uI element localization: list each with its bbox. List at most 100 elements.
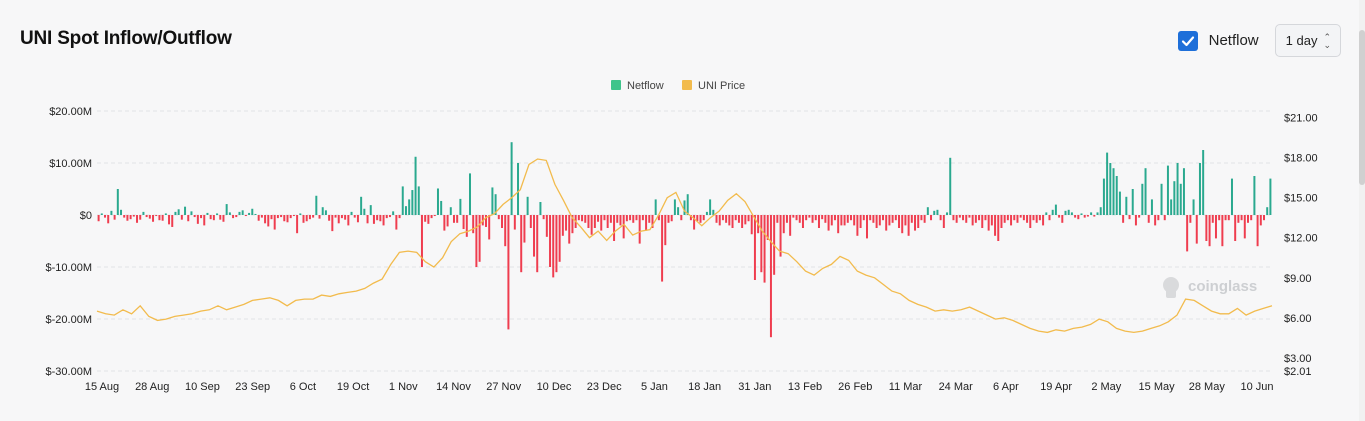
netflow-bar: [949, 157, 952, 215]
netflow-bar: [910, 215, 913, 223]
netflow-bar: [411, 190, 414, 215]
netflow-checkbox[interactable]: [1177, 30, 1198, 51]
x-tick-label: 13 Feb: [788, 381, 822, 393]
netflow-bar: [696, 215, 699, 222]
netflow-bar: [408, 199, 411, 215]
netflow-bar: [142, 211, 145, 215]
netflow-bar: [232, 215, 235, 219]
netflow-bar: [939, 215, 942, 221]
netflow-bar: [366, 215, 369, 224]
netflow-bar: [737, 215, 740, 223]
interval-select[interactable]: 1 day ⌃ ⌄: [1274, 24, 1341, 57]
netflow-bar: [132, 215, 135, 217]
netflow-bar: [1122, 215, 1125, 223]
netflow-bar: [196, 215, 199, 224]
netflow-bar: [1010, 215, 1013, 226]
y-right-tick-label: $18.00: [1284, 153, 1318, 165]
netflow-bar: [561, 215, 564, 236]
netflow-bar: [1006, 215, 1009, 221]
netflow-bar: [529, 215, 532, 228]
netflow-bar: [273, 215, 276, 230]
netflow-bar: [1083, 215, 1086, 218]
page-scrollbar[interactable]: [1359, 0, 1365, 421]
netflow-bar: [568, 215, 571, 244]
netflow-bar: [395, 215, 398, 230]
netflow-bar: [635, 215, 638, 221]
netflow-bar: [776, 215, 779, 223]
netflow-bar: [376, 215, 379, 221]
netflow-bar: [840, 215, 843, 226]
netflow-bar: [978, 215, 981, 221]
x-tick-label: 10 Sep: [185, 381, 220, 393]
chart-controls: Netflow 1 day ⌃ ⌄: [1177, 24, 1341, 57]
netflow-bar: [283, 215, 286, 222]
netflow-bar: [622, 215, 625, 239]
netflow-bar: [1237, 215, 1240, 223]
netflow-bar: [478, 215, 481, 262]
scrollbar-thumb[interactable]: [1359, 30, 1365, 185]
netflow-bar: [1154, 215, 1157, 226]
netflow-bar: [955, 215, 958, 223]
netflow-bar: [670, 215, 673, 222]
netflow-bar: [1208, 215, 1211, 247]
netflow-bar: [1003, 215, 1006, 223]
netflow-bar: [331, 215, 334, 232]
netflow-bar: [542, 215, 545, 220]
netflow-bar: [683, 200, 686, 215]
netflow-bar: [846, 215, 849, 223]
netflow-bar: [641, 215, 644, 221]
netflow-bar: [472, 215, 475, 234]
netflow-bar: [1112, 168, 1115, 215]
netflow-bar: [414, 156, 417, 215]
netflow-bar: [1032, 215, 1035, 221]
netflow-bar: [1086, 215, 1089, 217]
x-tick-label: 19 Apr: [1040, 381, 1072, 393]
netflow-bar: [264, 215, 267, 224]
netflow-bar: [686, 194, 689, 215]
netflow-bar: [427, 215, 430, 224]
netflow-bar: [785, 215, 788, 223]
netflow-bar: [1077, 215, 1080, 220]
netflow-bar: [360, 196, 363, 215]
netflow-bar: [312, 215, 315, 218]
netflow-bar: [1259, 215, 1262, 226]
coinglass-watermark: coinglass: [1163, 277, 1257, 298]
netflow-bar: [987, 215, 990, 231]
netflow-bar: [926, 207, 929, 215]
netflow-bar: [417, 186, 420, 215]
netflow-bar: [190, 211, 193, 215]
netflow-bar: [193, 215, 196, 218]
y-right-tick-label: $3.00: [1284, 353, 1312, 365]
netflow-bar: [619, 215, 622, 226]
x-tick-label: 19 Oct: [337, 381, 369, 393]
netflow-bar: [1109, 163, 1112, 215]
netflow-bar: [821, 215, 824, 220]
netflow-bar: [148, 215, 151, 219]
netflow-bar: [539, 202, 542, 215]
netflow-bar: [760, 215, 763, 273]
netflow-bar: [994, 215, 997, 236]
netflow-bar: [219, 215, 222, 220]
netflow-bar: [398, 215, 401, 219]
netflow-bar: [206, 212, 209, 215]
checkmark-icon: [1181, 35, 1194, 46]
netflow-bar: [440, 200, 443, 215]
x-tick-label: 26 Feb: [838, 381, 872, 393]
netflow-bar: [725, 215, 728, 223]
netflow-bar: [318, 215, 321, 219]
netflow-bar: [600, 215, 603, 231]
netflow-bar: [904, 215, 907, 226]
netflow-bar: [174, 211, 177, 215]
netflow-bar: [1128, 215, 1131, 220]
netflow-bar: [392, 211, 395, 215]
x-tick-label: 6 Apr: [993, 381, 1019, 393]
netflow-bar: [334, 215, 337, 218]
netflow-bar: [1179, 183, 1182, 215]
netflow-bar: [590, 215, 593, 235]
netflow-bar: [1064, 210, 1067, 215]
y-left-tick-label: $-10.00M: [46, 262, 92, 274]
x-tick-label: 2 May: [1091, 381, 1121, 393]
netflow-bar: [565, 215, 568, 231]
netflow-bar: [657, 215, 660, 221]
x-tick-label: 14 Nov: [436, 381, 471, 393]
